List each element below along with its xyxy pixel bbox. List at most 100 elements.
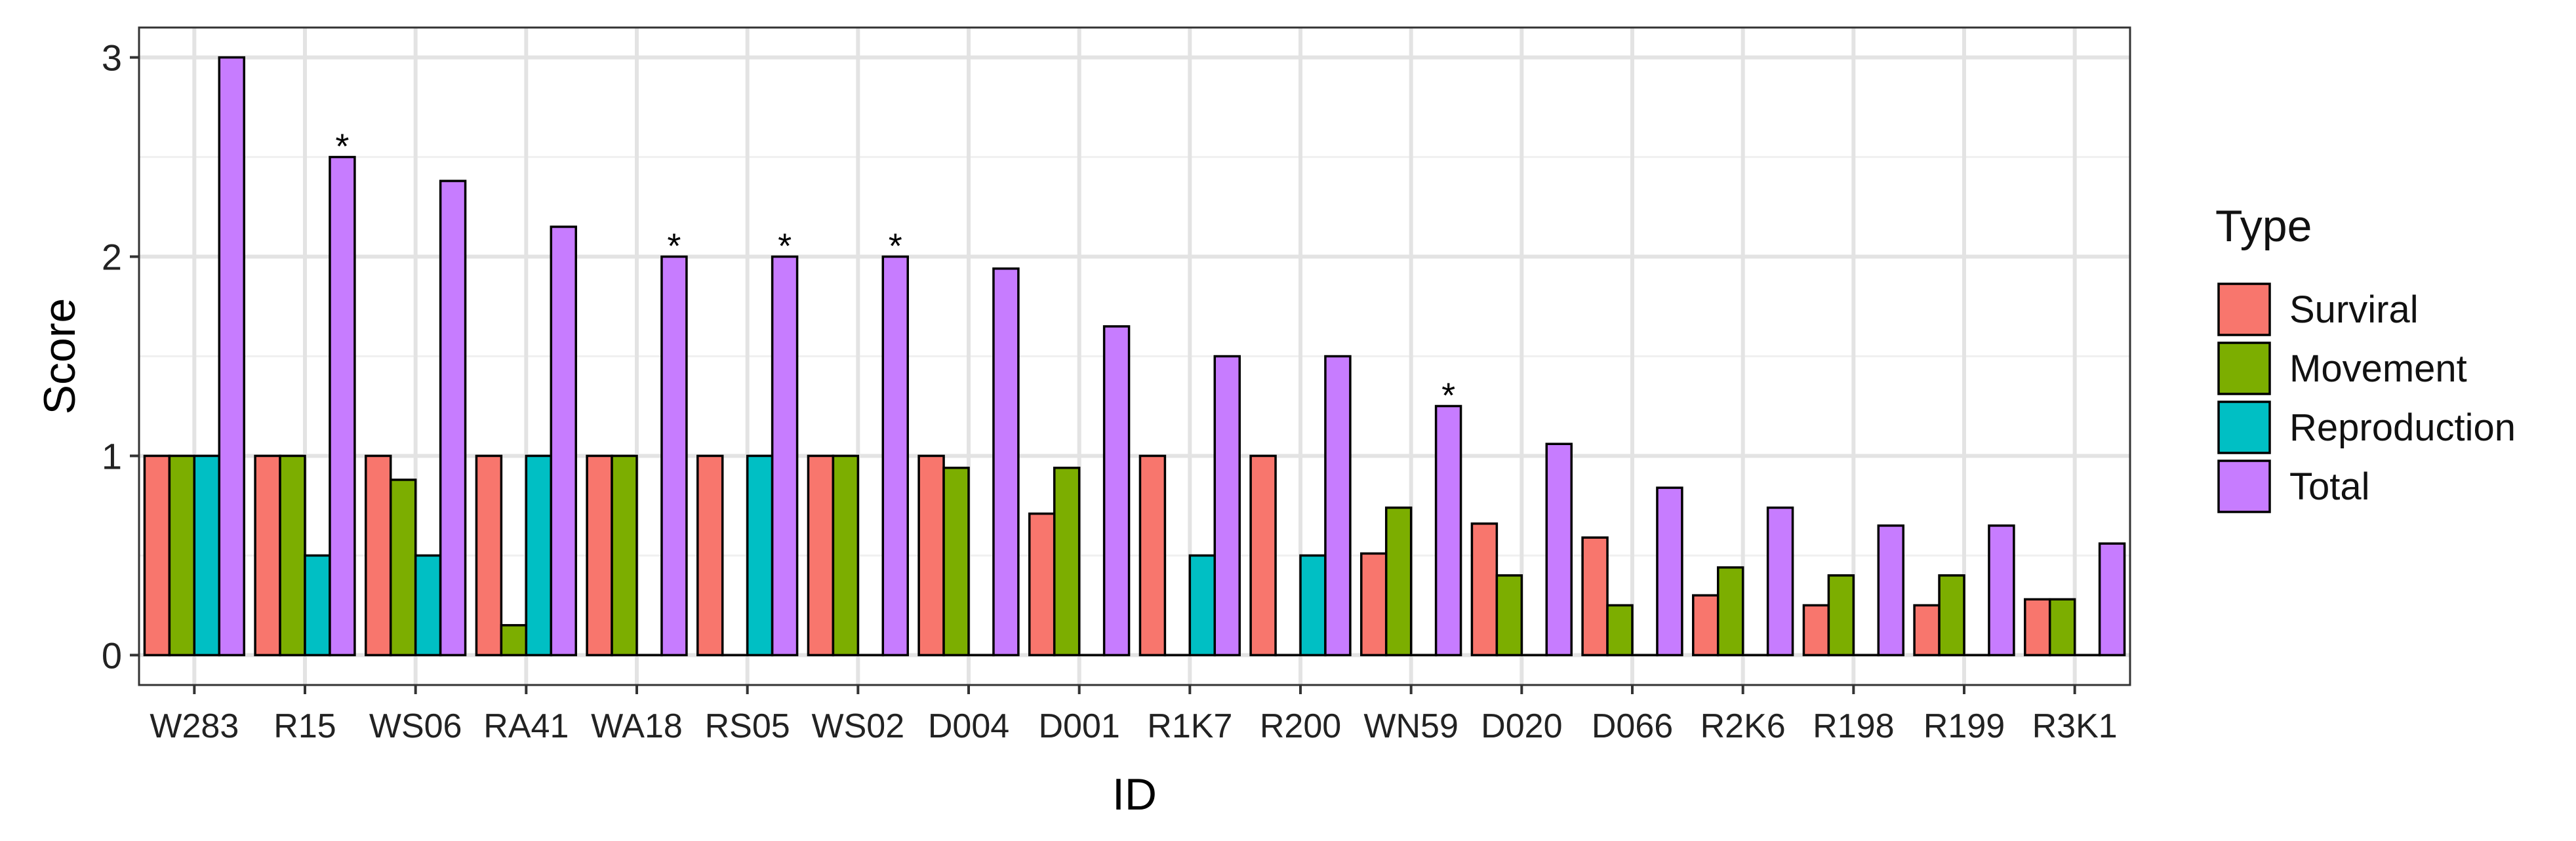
bar-movement-ra41: [500, 624, 528, 657]
bar-total-ws02: [881, 255, 909, 657]
bar-surviral-ws02: [807, 454, 835, 657]
bar-movement-ws06: [389, 479, 417, 657]
annotations: * * * * *: [335, 127, 1455, 416]
bar-movement-w283: [168, 454, 196, 657]
legend-key-total: [2217, 460, 2271, 513]
bar-total-wa18: [660, 255, 688, 657]
bar-movement-r15: [279, 454, 306, 657]
bar-surviral-d020: [1470, 522, 1499, 657]
bar-surviral-d001: [1028, 512, 1056, 657]
x-tick-label: D020: [1481, 707, 1562, 745]
bar-surviral-r198: [1802, 604, 1830, 657]
significance-marker: *: [1441, 376, 1455, 415]
bar-total-r15: [329, 155, 356, 657]
bar-total-d004: [992, 267, 1020, 657]
bar-surviral-rs05: [696, 454, 724, 657]
significance-marker: *: [889, 227, 902, 266]
x-tick-label: WN59: [1363, 707, 1458, 745]
x-tick-label: RA41: [483, 707, 569, 745]
bar-surviral-r15: [254, 454, 281, 657]
x-tick-label: D001: [1039, 707, 1120, 745]
y-axis: 0 1 2 3: [102, 37, 139, 676]
bar-total-d020: [1545, 442, 1573, 657]
bar-surviral-ws06: [365, 454, 392, 657]
x-tick-label: R1K7: [1147, 707, 1232, 745]
x-tick-label: R198: [1813, 707, 1894, 745]
y-tick-label: 2: [102, 237, 122, 278]
x-tick-label: D004: [928, 707, 1009, 745]
bar-total-d066: [1656, 486, 1683, 657]
legend-key-surviral: [2217, 283, 2271, 336]
x-tick-label: R3K1: [2032, 707, 2118, 745]
x-tick-label: WS02: [812, 707, 905, 745]
legend-label-total: Total: [2289, 465, 2370, 508]
bar-movement-r2k6: [1716, 566, 1744, 657]
legend-title: Type: [2215, 201, 2312, 251]
bar-movement-wn59: [1384, 506, 1413, 657]
bar-movement-d020: [1495, 574, 1523, 657]
bar-movement-wa18: [611, 454, 638, 657]
bar-total-r2k6: [1766, 506, 1794, 657]
legend-key-movement: [2217, 342, 2271, 395]
legend: Type Surviral Movement Reproduction Total: [2215, 201, 2516, 513]
bar-total-ra41: [550, 225, 577, 657]
bar-movement-d001: [1053, 466, 1081, 657]
x-tick-label: D066: [1592, 707, 1673, 745]
bar-movement-r198: [1827, 574, 1855, 657]
bars: [143, 56, 2126, 657]
bar-total-r3k1: [2098, 542, 2126, 657]
bar-movement-d004: [942, 466, 970, 657]
bar-surviral-d066: [1581, 536, 1609, 657]
x-tick-label: W283: [150, 707, 239, 745]
x-tick-label: R200: [1260, 707, 1341, 745]
bar-total-wn59: [1434, 404, 1462, 657]
bar-surviral-wn59: [1360, 552, 1388, 657]
bar-total-r200: [1324, 355, 1352, 657]
y-tick-label: 1: [102, 435, 122, 477]
y-axis-title: Score: [35, 298, 85, 415]
x-axis: W283 R15 WS06 RA41 WA18 RS05 WS02 D004 D001 R1K7 R…: [150, 685, 2118, 745]
x-tick-label: R199: [1923, 707, 2005, 745]
x-tick-label: WA18: [591, 707, 683, 745]
bar-total-r1k7: [1213, 355, 1241, 657]
bar-reproduction-r200: [1299, 554, 1327, 657]
bar-surviral-ra41: [475, 454, 503, 657]
x-axis-title: ID: [1112, 770, 1157, 819]
bar-surviral-wa18: [586, 454, 613, 657]
bar-movement-r199: [1938, 574, 1965, 657]
bar-reproduction-w283: [193, 454, 221, 657]
bar-total-ws06: [439, 180, 467, 657]
bar-surviral-w283: [143, 454, 171, 657]
y-tick-label: 3: [102, 37, 122, 79]
bar-surviral-r2k6: [1692, 594, 1720, 657]
bar-reproduction-r15: [304, 554, 331, 657]
x-tick-label: WS06: [369, 707, 462, 745]
bar-movement-ws02: [832, 454, 860, 657]
bar-reproduction-ws06: [414, 554, 442, 657]
y-tick-label: 0: [102, 635, 122, 676]
significance-marker: *: [335, 127, 349, 166]
bar-total-w283: [218, 56, 245, 657]
bar-surviral-d004: [917, 454, 945, 657]
bar-movement-r3k1: [2048, 598, 2076, 657]
significance-marker: *: [778, 227, 792, 266]
plot-panel-border: [138, 26, 2131, 686]
legend-label-surviral: Surviral: [2289, 288, 2419, 331]
legend-label-movement: Movement: [2289, 347, 2467, 390]
legend-label-reproduction: Reproduction: [2289, 406, 2516, 449]
legend-key-reproduction: [2217, 401, 2271, 454]
bar-surviral-r199: [1913, 604, 1941, 657]
bar-movement-d066: [1606, 604, 1634, 657]
bar-total-r199: [1988, 524, 2015, 657]
significance-marker: *: [667, 227, 681, 266]
bar-reproduction-ra41: [525, 454, 553, 657]
bar-total-r198: [1877, 524, 1904, 657]
x-tick-label: RS05: [705, 707, 790, 745]
bar-surviral-r200: [1249, 454, 1277, 657]
bar-reproduction-r1k7: [1188, 554, 1217, 657]
x-tick-label: R15: [273, 707, 336, 745]
bar-reproduction-rs05: [746, 454, 774, 657]
bar-total-rs05: [771, 255, 799, 657]
bar-total-d001: [1102, 325, 1131, 657]
